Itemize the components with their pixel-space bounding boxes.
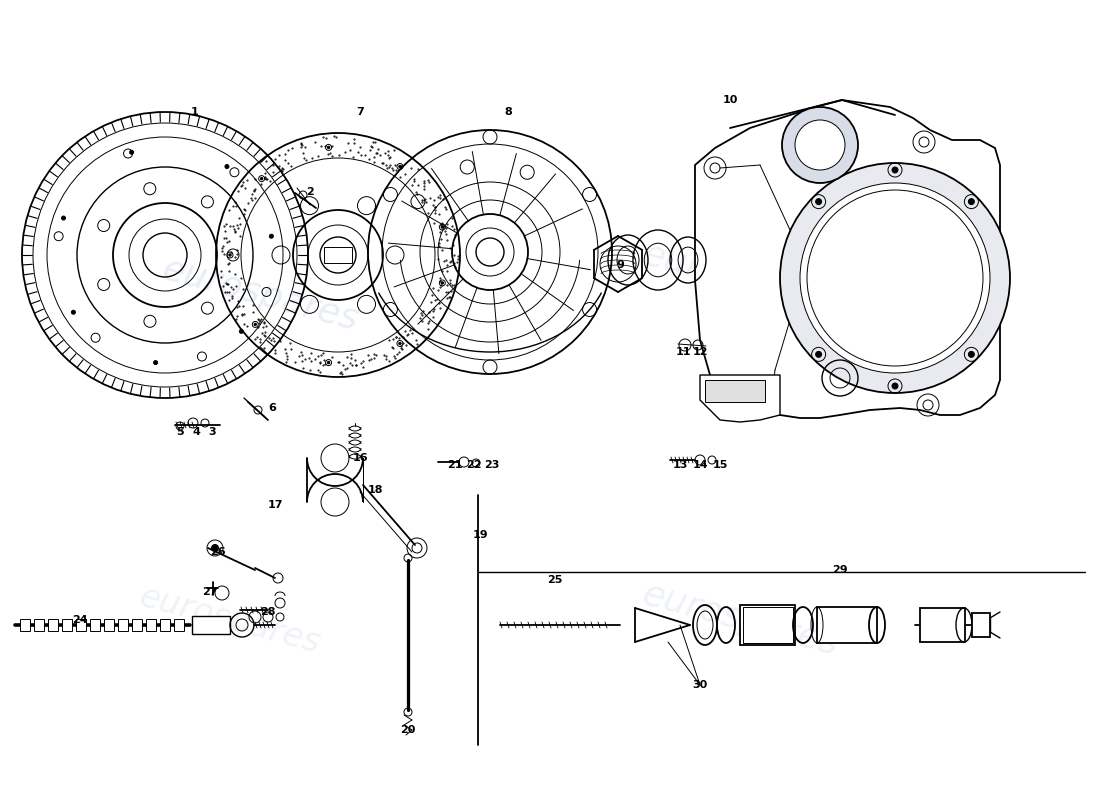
Bar xyxy=(20,619,30,631)
Circle shape xyxy=(154,361,157,365)
Text: 22: 22 xyxy=(466,460,482,470)
Circle shape xyxy=(130,150,133,154)
Bar xyxy=(972,613,990,637)
Text: 15: 15 xyxy=(713,460,728,470)
Text: 4: 4 xyxy=(192,427,200,437)
Circle shape xyxy=(815,351,822,358)
Bar xyxy=(62,619,72,631)
Text: 10: 10 xyxy=(723,95,738,105)
Circle shape xyxy=(261,178,263,180)
Circle shape xyxy=(224,165,229,169)
Text: 1: 1 xyxy=(191,107,199,117)
Bar xyxy=(160,619,170,631)
Text: 9: 9 xyxy=(616,260,624,270)
Circle shape xyxy=(254,323,256,326)
Bar xyxy=(742,607,793,643)
Bar xyxy=(324,247,352,263)
Bar xyxy=(740,605,795,645)
Circle shape xyxy=(795,120,845,170)
Bar xyxy=(174,619,184,631)
Circle shape xyxy=(328,362,330,364)
Circle shape xyxy=(72,310,76,314)
Text: 19: 19 xyxy=(472,530,487,540)
Text: 8: 8 xyxy=(504,107,512,117)
Circle shape xyxy=(229,254,231,256)
Text: 20: 20 xyxy=(400,725,416,735)
Polygon shape xyxy=(695,100,1000,418)
Text: 6: 6 xyxy=(268,403,276,413)
Circle shape xyxy=(968,351,975,358)
Bar xyxy=(118,619,128,631)
Text: 29: 29 xyxy=(833,565,848,575)
Text: eurospares: eurospares xyxy=(638,238,842,322)
Text: 16: 16 xyxy=(352,453,367,463)
Circle shape xyxy=(968,198,975,205)
Bar xyxy=(192,616,230,634)
Polygon shape xyxy=(700,375,780,422)
Text: 24: 24 xyxy=(73,615,88,625)
Circle shape xyxy=(782,107,858,183)
Text: 12: 12 xyxy=(692,347,707,357)
Circle shape xyxy=(892,383,898,389)
Bar xyxy=(48,619,58,631)
Bar xyxy=(90,619,100,631)
Circle shape xyxy=(441,226,443,228)
Text: 7: 7 xyxy=(356,107,364,117)
Bar xyxy=(146,619,156,631)
Circle shape xyxy=(398,342,402,345)
Circle shape xyxy=(62,216,66,220)
Text: eurospares: eurospares xyxy=(135,580,324,660)
Bar xyxy=(920,608,965,642)
Text: 5: 5 xyxy=(176,427,184,437)
Circle shape xyxy=(240,330,243,334)
Text: 11: 11 xyxy=(675,347,691,357)
Text: 18: 18 xyxy=(367,485,383,495)
Text: 27: 27 xyxy=(202,587,218,597)
Text: 21: 21 xyxy=(448,460,463,470)
Circle shape xyxy=(270,234,274,238)
Text: 14: 14 xyxy=(692,460,707,470)
Circle shape xyxy=(398,166,402,168)
Text: 3: 3 xyxy=(208,427,216,437)
Bar xyxy=(705,380,764,402)
Text: 25: 25 xyxy=(548,575,563,585)
Circle shape xyxy=(815,198,822,205)
Bar xyxy=(34,619,44,631)
Bar xyxy=(104,619,114,631)
Bar xyxy=(76,619,86,631)
Text: 17: 17 xyxy=(267,500,283,510)
Circle shape xyxy=(441,282,443,284)
Bar xyxy=(132,619,142,631)
Text: 30: 30 xyxy=(692,680,707,690)
Text: 2: 2 xyxy=(306,187,313,197)
Circle shape xyxy=(892,167,898,173)
Circle shape xyxy=(780,163,1010,393)
Text: eurospares: eurospares xyxy=(158,253,362,338)
Circle shape xyxy=(800,183,990,373)
Text: 13: 13 xyxy=(672,460,688,470)
Circle shape xyxy=(211,545,219,551)
Text: 23: 23 xyxy=(484,460,499,470)
Bar xyxy=(817,607,877,643)
Text: 26: 26 xyxy=(210,547,225,557)
Text: eurospares: eurospares xyxy=(638,578,842,662)
Text: 28: 28 xyxy=(261,607,276,617)
Circle shape xyxy=(328,146,330,149)
